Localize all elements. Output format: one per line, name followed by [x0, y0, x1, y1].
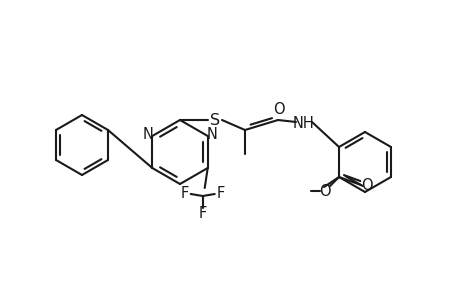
Text: O: O	[273, 101, 284, 116]
Text: N: N	[143, 127, 153, 142]
Text: O: O	[319, 184, 330, 199]
Text: NH: NH	[292, 116, 314, 130]
Text: F: F	[198, 206, 207, 221]
Text: O: O	[360, 178, 372, 193]
Text: F: F	[216, 187, 224, 202]
Text: S: S	[209, 112, 219, 128]
Text: F: F	[180, 187, 189, 202]
Text: N: N	[206, 127, 217, 142]
